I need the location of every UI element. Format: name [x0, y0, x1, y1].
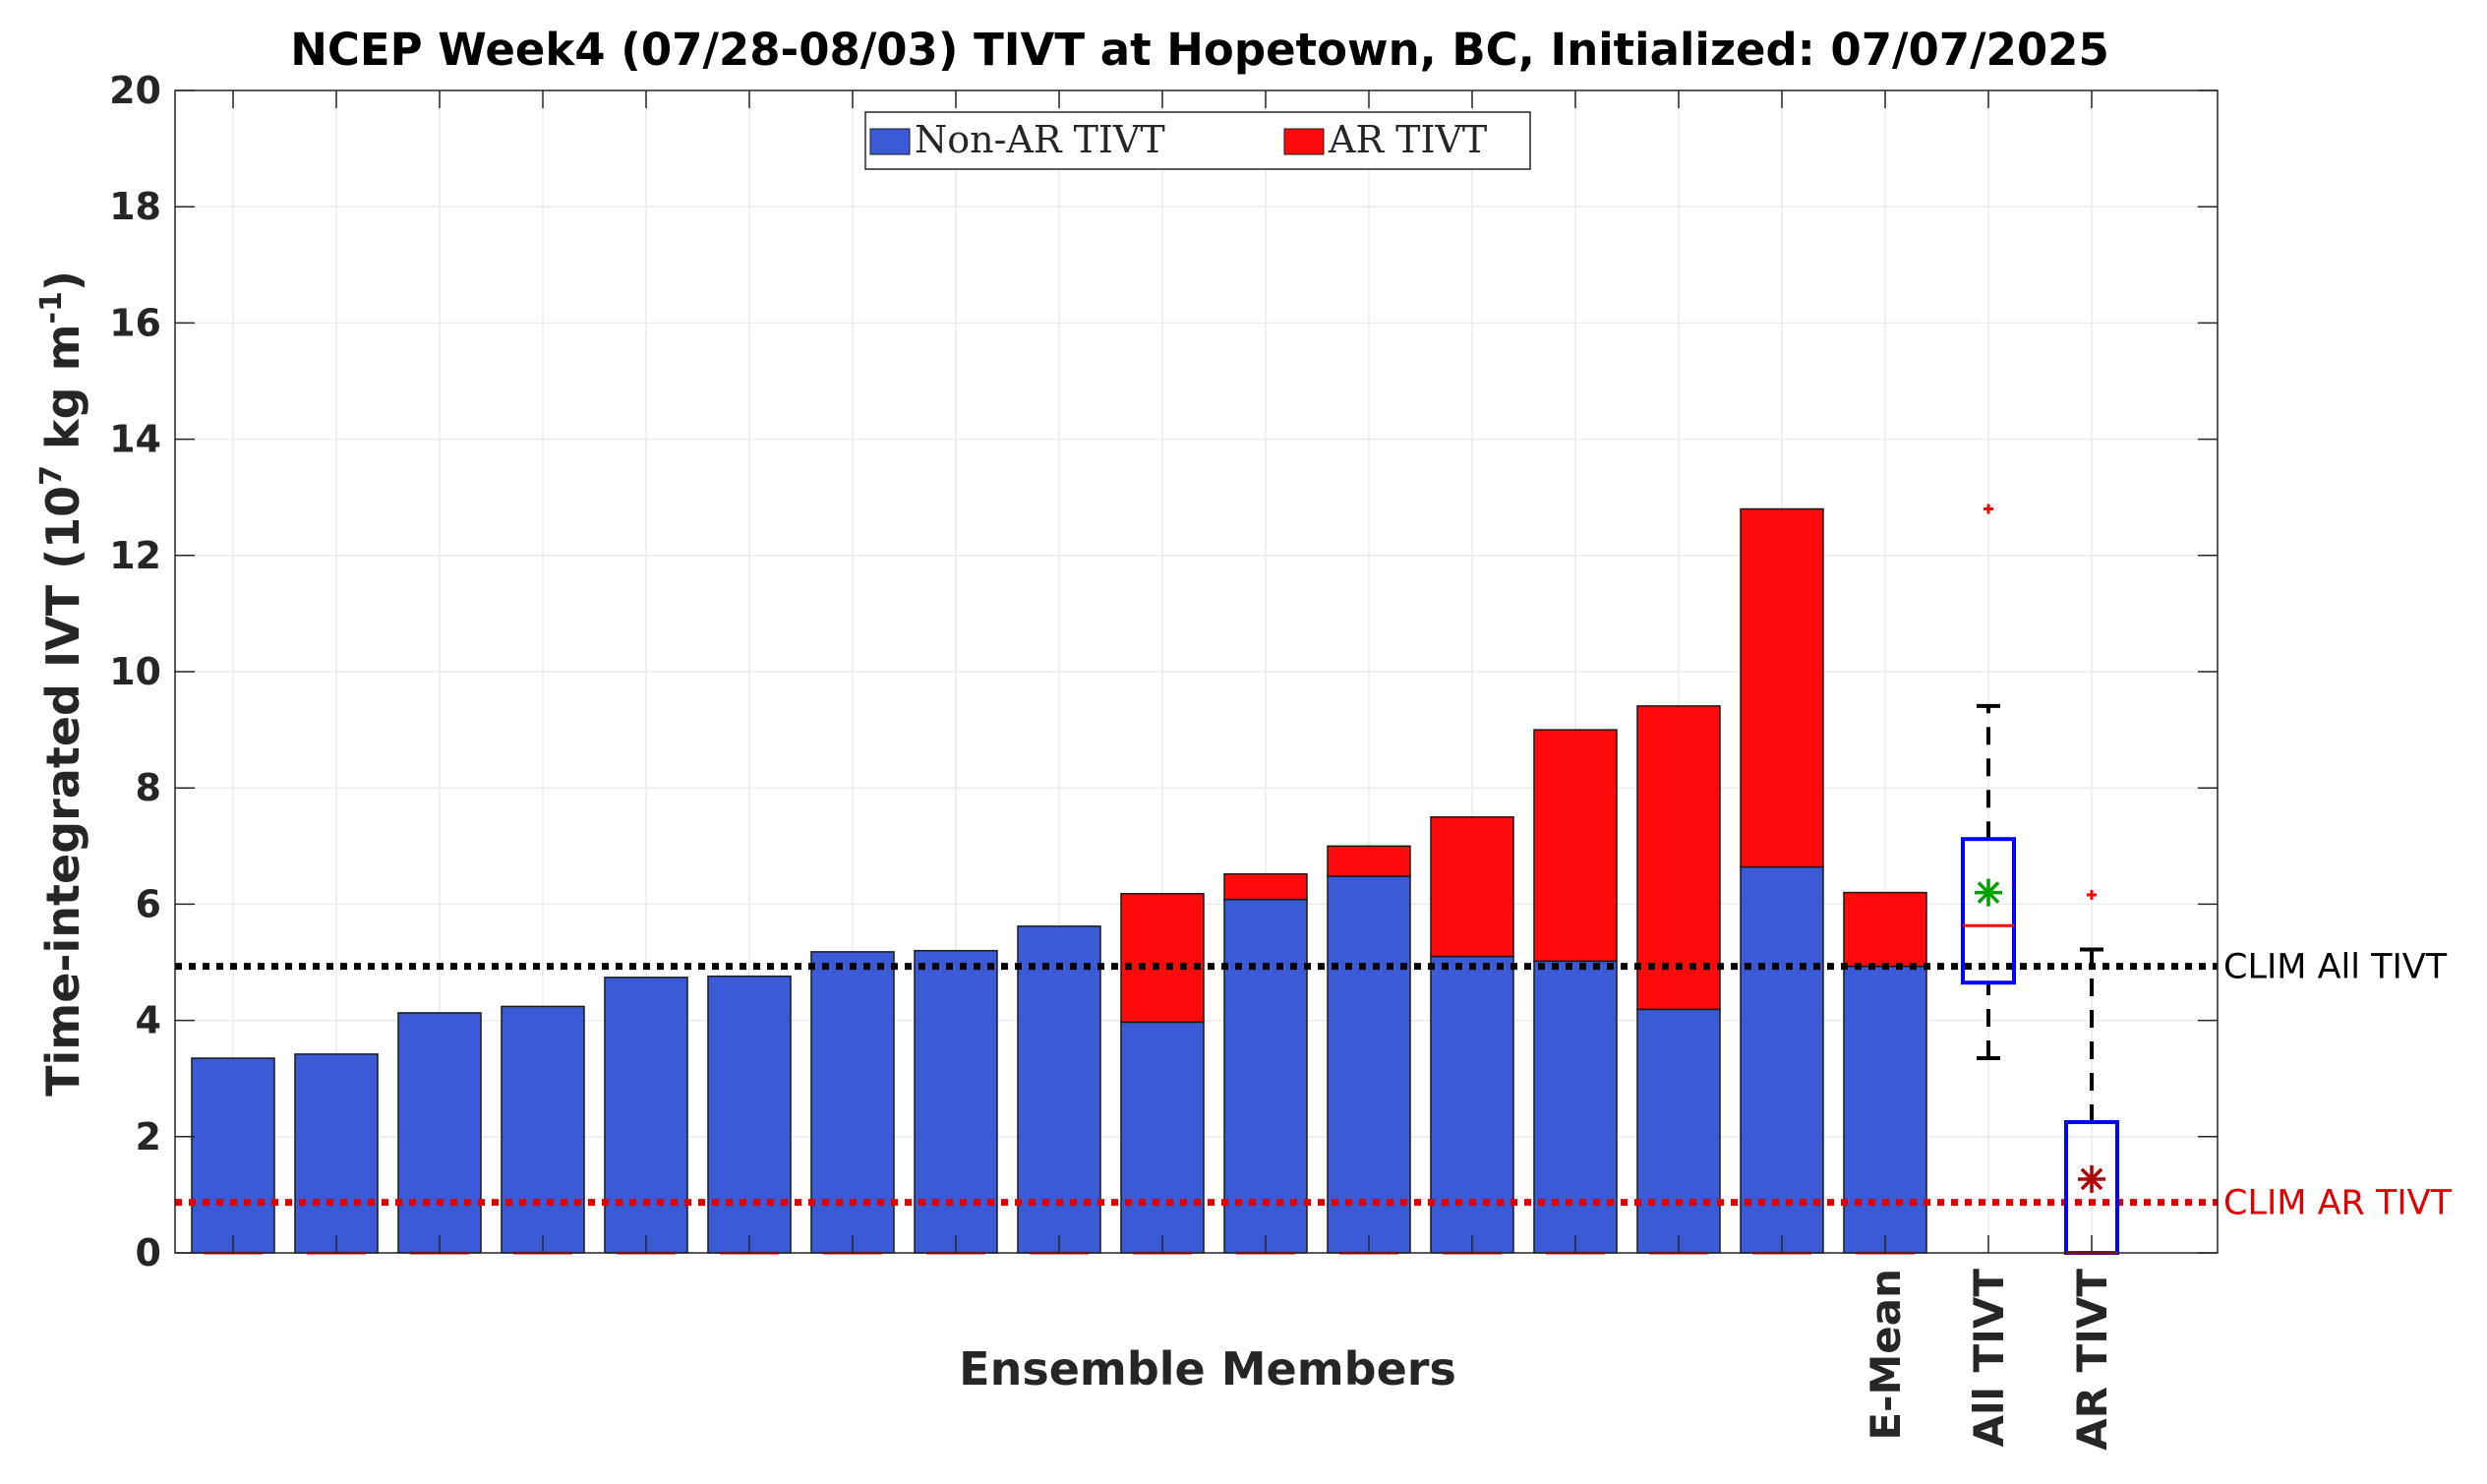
bar-ar: [1120, 893, 1205, 1024]
bar-non-ar: [1327, 875, 1411, 1254]
legend-box: [864, 111, 1531, 170]
mean-marker-stroke: [1977, 881, 2000, 904]
stacked-bars: [191, 507, 1927, 1255]
chart-title: NCEP Week4 (07/28-08/03) TIVT at Hopetow…: [290, 24, 2109, 76]
y-axis-title-superscript: 7: [34, 465, 69, 486]
axes: 0 2 4 6 8 10 12 14 16 18 20 E-Mean All TIVT AR TIVT: [109, 69, 2219, 1451]
bar-non-ar: [914, 949, 998, 1254]
y-tick-label: 2: [136, 1115, 161, 1158]
bar-ar: [1430, 816, 1514, 958]
outlier-marker: [1984, 504, 1993, 514]
bar-ar: [1533, 729, 1618, 963]
bar-non-ar: [191, 1057, 275, 1254]
y-axis-title-part: kg m: [36, 325, 89, 465]
y-tick-label: 16: [109, 301, 161, 344]
y-axis-title-superscript: -1: [34, 291, 69, 324]
outlier-marker: [2087, 889, 2097, 900]
legend-swatch: [1283, 128, 1325, 155]
mean-marker: [1975, 878, 2002, 907]
bar-non-ar: [501, 1005, 585, 1254]
x-category-label: E-Mean: [1862, 1269, 1910, 1441]
y-axis-title-part: Time-integrated IVT (10: [36, 486, 89, 1097]
bar-non-ar: [707, 975, 792, 1254]
boxplot-label: AR TIVT: [2068, 1269, 2116, 1451]
y-tick-label: 8: [136, 766, 161, 809]
bar-non-ar: [1636, 1008, 1721, 1254]
y-tick-label: 18: [109, 185, 161, 228]
x-axis-title: Ensemble Members: [959, 1342, 1456, 1395]
bar-non-ar: [1017, 925, 1101, 1254]
legend-label: Non-AR TIVT: [915, 118, 1165, 161]
bar-non-ar: [397, 1012, 482, 1254]
mean-marker-stroke: [2080, 1167, 2103, 1191]
y-tick-label: 10: [109, 650, 161, 693]
bar-non-ar: [1120, 1021, 1205, 1254]
bar-ar: [1327, 845, 1411, 877]
bar-non-ar: [294, 1053, 379, 1254]
y-axis-title: Time-integrated IVT (107 kg m-1): [34, 270, 89, 1097]
legend-swatch: [869, 128, 911, 155]
mean-marker: [2078, 1164, 2105, 1193]
y-tick-label: 20: [109, 69, 161, 112]
boxplots: [1961, 504, 2119, 1256]
legend: Non-AR TIVT AR TIVT: [864, 111, 1531, 170]
y-tick-label: 0: [136, 1231, 161, 1275]
bar-non-ar: [604, 977, 688, 1254]
y-tick-label: 4: [136, 999, 161, 1042]
bar-ar: [1843, 891, 1927, 968]
boxplot-label: All TIVT: [1965, 1269, 2013, 1448]
legend-label: AR TIVT: [1328, 118, 1487, 161]
bar-non-ar: [1843, 965, 1927, 1254]
clim-label: CLIM All TIVT: [2223, 948, 2448, 987]
bar-ar: [1223, 872, 1308, 901]
bar-non-ar: [1533, 960, 1618, 1254]
y-axis-title-part: ): [36, 270, 89, 291]
y-tick-label: 12: [109, 534, 161, 577]
bar-non-ar: [810, 951, 895, 1254]
reference-lines: CLIM All TIVT CLIM AR TIVT: [175, 948, 2453, 1223]
y-tick-label: 6: [136, 882, 161, 925]
bar-ar: [1740, 507, 1824, 868]
bar-non-ar: [1430, 955, 1514, 1254]
y-tick-label: 14: [109, 418, 161, 461]
bar-ar: [1636, 705, 1721, 1011]
bar-non-ar: [1740, 865, 1824, 1254]
clim-label: CLIM AR TIVT: [2223, 1184, 2453, 1223]
box: [1961, 837, 2016, 985]
